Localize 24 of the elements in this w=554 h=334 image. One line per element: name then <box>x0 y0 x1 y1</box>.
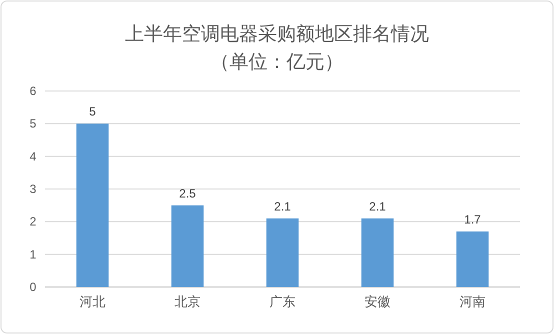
x-tick-label: 安徽 <box>364 294 390 309</box>
bar <box>456 231 489 287</box>
data-label: 2.1 <box>369 199 386 214</box>
y-tick-label: 5 <box>30 116 37 131</box>
x-tick-label: 北京 <box>174 294 200 309</box>
y-tick-label: 2 <box>30 214 37 229</box>
y-tick-label: 4 <box>30 149 37 164</box>
x-tick-label: 广东 <box>270 294 296 309</box>
data-label: 2.1 <box>274 199 292 214</box>
bar <box>361 218 394 287</box>
data-label: 5 <box>89 104 96 119</box>
y-tick-label: 0 <box>30 280 37 294</box>
bar <box>76 124 109 287</box>
y-tick-label: 1 <box>30 247 37 262</box>
chart-subtitle: （单位：亿元） <box>210 52 344 73</box>
x-tick-label: 河南 <box>460 294 486 309</box>
chart-title: 上半年空调电器采购额地区排名情况 <box>125 23 429 45</box>
y-tick-label: 3 <box>30 182 37 196</box>
bar <box>171 205 204 287</box>
data-label: 1.7 <box>464 212 482 226</box>
y-tick-label: 6 <box>30 84 37 98</box>
bar <box>266 218 299 287</box>
x-tick-label: 河北 <box>80 294 106 309</box>
data-label: 2.5 <box>179 186 196 200</box>
